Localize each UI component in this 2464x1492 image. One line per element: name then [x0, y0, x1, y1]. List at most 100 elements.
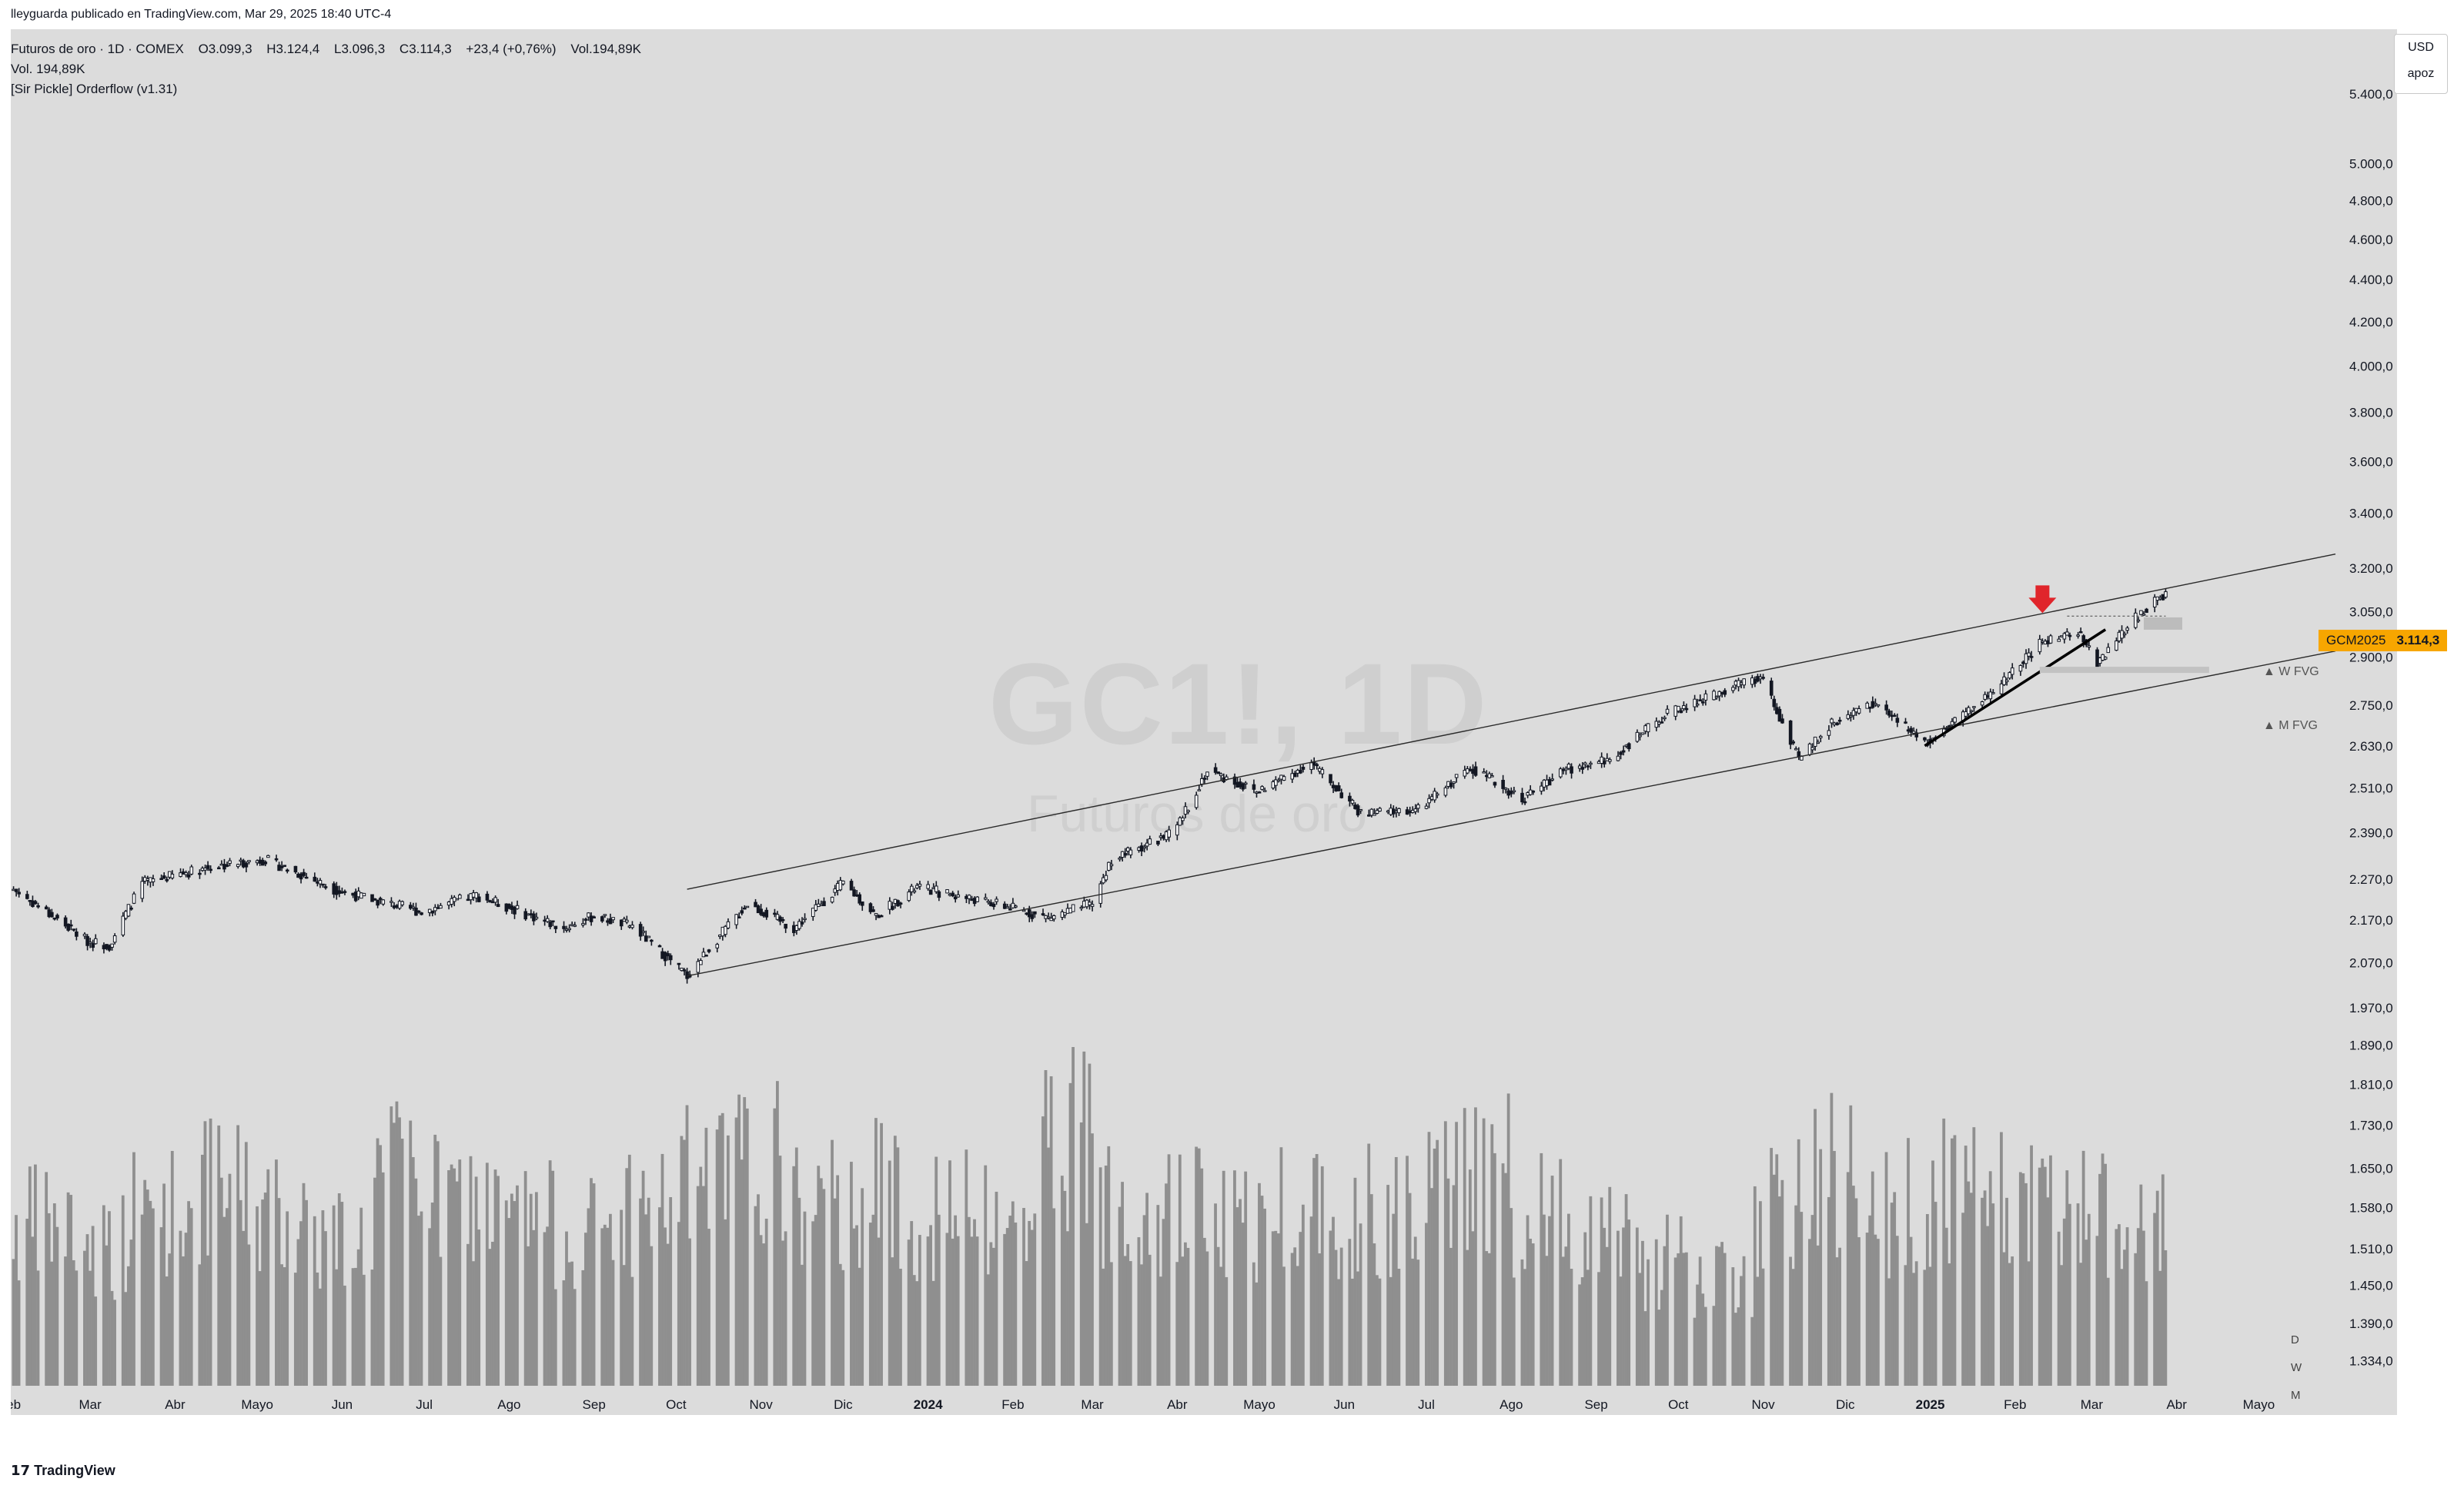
candle-body — [1780, 718, 1784, 724]
candle-body — [1988, 691, 1993, 700]
volume-bar — [1367, 1143, 1371, 1386]
legend-indicator-row[interactable]: [Sir Pickle] Orderflow (v1.31) — [11, 82, 178, 96]
volume-bar — [392, 1122, 396, 1386]
channel-line — [687, 650, 2336, 977]
volume-bar — [1512, 1277, 1516, 1386]
volume-bar — [1740, 1276, 1743, 1386]
candle-body — [209, 868, 212, 871]
volume-bar — [1814, 1109, 1817, 1386]
candle-body — [140, 881, 145, 899]
volume-bar — [587, 1208, 590, 1386]
volume-bar — [2000, 1132, 2003, 1386]
volume-bar — [1800, 1212, 1804, 1386]
volume-bar — [263, 1193, 267, 1386]
candle-body — [1282, 776, 1286, 781]
candle-body — [2136, 619, 2141, 622]
candle-body — [485, 893, 490, 901]
candle-body — [1142, 846, 1146, 849]
candle-body — [822, 901, 826, 907]
volume-bar — [1794, 1205, 1798, 1386]
volume-bar — [2057, 1231, 2061, 1386]
y-tick-label: 1.810,0 — [2349, 1078, 2393, 1092]
candle-body — [376, 899, 379, 906]
volume-bar — [915, 1281, 919, 1386]
price-chart[interactable]: 5.400,0 5.000,0 4.800,0 4.600,0 4.400,0 4.200… — [11, 29, 2397, 1415]
tradingview-logo[interactable]: 𝟭𝟳 TradingView — [11, 1463, 115, 1479]
y-tick-label: 3.800,0 — [2349, 406, 2393, 420]
volume-bar — [647, 1197, 650, 1386]
volume-bar — [110, 1290, 114, 1386]
candle-body — [1874, 703, 1877, 705]
candle-body — [1175, 824, 1179, 836]
candle-body — [2103, 657, 2108, 660]
y-tick-label: 3.600,0 — [2349, 454, 2393, 469]
volume-bar — [151, 1208, 155, 1386]
candle-body — [1665, 708, 1670, 714]
volume-bar — [1777, 1196, 1781, 1386]
volume-bar — [1991, 1203, 1995, 1386]
volume-bar — [1890, 1203, 1894, 1386]
volume-bar — [1109, 1262, 1113, 1386]
volume-bar — [1851, 1186, 1855, 1386]
volume-bar — [1356, 1271, 1359, 1386]
volume-bar — [1202, 1237, 1206, 1386]
volume-bar — [1808, 1239, 1811, 1386]
volume-bar — [2125, 1227, 2129, 1386]
volume-bar — [2139, 1184, 2143, 1386]
candle-body — [907, 892, 911, 902]
candle-body — [1695, 703, 1700, 706]
volume-bar — [841, 1270, 845, 1386]
volume-bar — [986, 1274, 990, 1386]
candle-body — [1443, 787, 1448, 796]
volume-bar — [286, 1211, 289, 1386]
volume-bar — [622, 1265, 626, 1386]
candle-body — [1490, 775, 1494, 778]
candle-body — [1011, 902, 1015, 908]
volume-bar — [395, 1101, 399, 1386]
m-fvg-label: ▲ M FVG — [2263, 719, 2318, 732]
candle-body — [1857, 708, 1861, 714]
candle-body — [548, 922, 553, 928]
volume-bar — [1931, 1160, 1934, 1386]
candle-body — [745, 905, 750, 908]
channel-line — [687, 553, 2336, 890]
dwm-label-d: D — [2291, 1333, 2299, 1346]
volume-bar — [337, 1193, 341, 1386]
volume-bar — [1443, 1121, 1447, 1386]
volume-bar — [2153, 1213, 2157, 1386]
candle-body — [2004, 680, 2009, 683]
currency-unit-button[interactable]: USD apoz — [2394, 34, 2448, 94]
volume-bar — [1750, 1316, 1754, 1386]
volume-bar — [603, 1224, 607, 1386]
candle-body — [85, 935, 89, 946]
candle-body — [975, 896, 979, 902]
x-tick-label: Mayo — [2243, 1397, 2275, 1412]
candle-body — [159, 878, 163, 881]
volume-bar — [488, 1249, 492, 1386]
volume-bar — [89, 1270, 92, 1386]
volume-bar — [2002, 1252, 2006, 1386]
candle-body — [184, 872, 188, 875]
volume-bar — [1586, 1270, 1590, 1386]
volume-bar — [64, 1256, 67, 1386]
volume-bar — [2046, 1197, 2050, 1386]
candle-body — [1063, 912, 1067, 915]
volume-bar — [1986, 1226, 1990, 1386]
volume-bar — [699, 1166, 703, 1386]
volume-bar — [1545, 1256, 1549, 1386]
candle-body — [244, 862, 249, 868]
candle-body — [1731, 687, 1735, 691]
volume-bar — [1126, 1243, 1130, 1386]
volume-bar — [1540, 1152, 1543, 1386]
volume-bar — [1914, 1261, 1918, 1386]
y-tick-label: 1.580,0 — [2349, 1200, 2393, 1215]
candle-body — [1742, 678, 1746, 686]
volume-bar — [625, 1168, 629, 1386]
volume-bar — [354, 1267, 357, 1386]
volume-bar — [2021, 1173, 2025, 1386]
chart-area[interactable]: GC1!, 1D Futuros de oro 5.400,0 5.000,0 4.… — [11, 29, 2397, 1415]
x-tick-label: Jul — [1418, 1397, 1435, 1412]
y-tick-label: 3.050,0 — [2349, 604, 2393, 619]
volume-bar — [1616, 1230, 1620, 1386]
volume-bar — [400, 1139, 404, 1386]
